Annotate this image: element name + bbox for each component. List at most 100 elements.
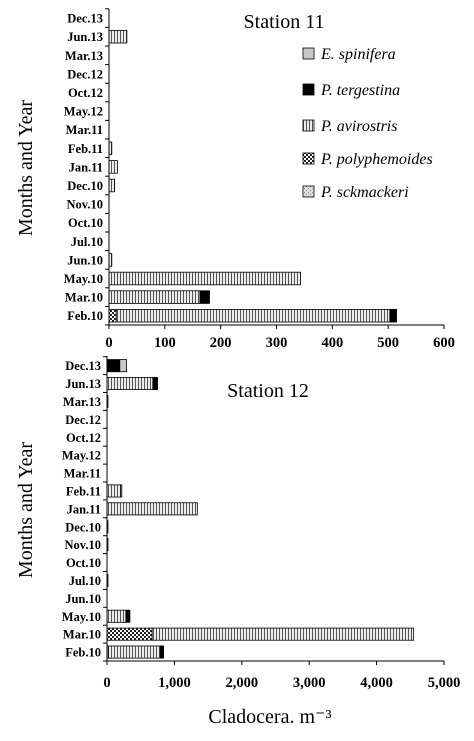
legend-label-e-spinifera: E. spinifera [320, 46, 396, 63]
bars [108, 29, 397, 323]
y-tick-label-jun-13: Jun.13 [67, 30, 103, 44]
x-tick-label-5-000: 5,000 [428, 675, 461, 691]
y-tick-label-dec-13: Dec.13 [67, 12, 103, 26]
bar-mar-10-p-polyphemoides [106, 627, 153, 641]
y-tick-label-feb-10: Feb.10 [65, 646, 101, 660]
y-tick-label-mar-10: Mar.10 [63, 628, 101, 642]
x-tick-label-500: 500 [377, 335, 399, 351]
y-tick-label-oct-12: Oct.12 [66, 431, 101, 445]
y-tick-label-dec-10: Dec.10 [65, 520, 101, 534]
bars [106, 359, 415, 659]
y-tick-label-mar-13: Mar.13 [63, 395, 101, 409]
bar-jan-11-p-avirostris [106, 502, 198, 516]
legend: E. spinifera P. tergestina P. avirostris… [302, 46, 433, 201]
chart-station-11: Months and Year Station 11 Feb.10 Mar.10 M… [15, 8, 455, 351]
bar-dec-10-p-avirostris [108, 178, 115, 193]
y-tick-label-oct-10: Oct.10 [66, 556, 101, 570]
bar-mar-10-p-avirostris [108, 290, 201, 304]
bar-feb-10-p-polyphemoides [108, 308, 117, 323]
axes [103, 356, 445, 665]
y-tick-label-feb-10: Feb.10 [67, 309, 103, 323]
x-axis-label: Cladocera. m⁻³ [208, 706, 331, 728]
y-tick-label-jul-10: Jul.10 [71, 235, 103, 249]
y-tick-label-feb-11: Feb.11 [66, 484, 101, 498]
y-axis-label: Months and Year [15, 442, 37, 578]
bar-jun-13-p-avirostris [108, 29, 128, 44]
legend-swatch-p-avirostris [302, 119, 315, 132]
y-tick-label-nov-10: Nov.10 [65, 538, 101, 552]
y-tick-label-mar-10: Mar.10 [65, 291, 103, 305]
bar-jun-13-p-tergestina [152, 377, 158, 391]
bar-feb-10-p-tergestina [159, 645, 165, 659]
bar-feb-10-p-avirostris [115, 308, 391, 323]
chart-station-12: Months and Year Station 12 Feb.10 Mar.10 M… [15, 356, 460, 728]
bar-jan-11-p-avirostris [108, 160, 118, 174]
y-tick-label-may-10: May.10 [62, 610, 101, 624]
y-tick-label-jan-11: Jan.11 [67, 502, 101, 516]
y-tick-label-may-10: May.10 [64, 272, 103, 286]
y-tick-label-jan-11: Jan.11 [69, 160, 103, 174]
y-axis-label: Months and Year [15, 100, 37, 236]
y-tick-labels: Feb.10 Mar.10 May.10 Jun.10 Jul.10 Oct.10 Nov.… [62, 359, 101, 659]
axes [105, 8, 445, 329]
bar-jun-13-p-avirostris [106, 377, 154, 391]
y-tick-label-dec-10: Dec.10 [67, 179, 103, 193]
y-tick-label-dec-12: Dec.12 [67, 67, 103, 81]
x-tick-label-2-000: 2,000 [225, 675, 258, 691]
y-tick-label-dec-13: Dec.13 [65, 359, 101, 373]
y-tick-label-may-12: May.12 [62, 449, 101, 463]
x-tick-labels: 0 100 200 300 400 500 600 [105, 335, 455, 351]
bar-feb-11-e-spinifera [120, 484, 123, 498]
y-tick-label-jul-10: Jul.10 [69, 574, 101, 588]
legend-label-p-avirostris: P. avirostris [320, 118, 397, 135]
y-tick-label-mar-11: Mar.11 [64, 467, 101, 481]
legend-item-e-spinifera: E. spinifera [302, 46, 396, 63]
legend-item-p-polyphemoides: P. polyphemoides [302, 151, 433, 168]
x-tick-label-0: 0 [103, 675, 110, 691]
y-tick-label-jun-10: Jun.10 [65, 592, 101, 606]
x-tick-label-3-000: 3,000 [293, 675, 326, 691]
legend-item-p-sckmackeri: P. sckmackeri [302, 184, 409, 201]
y-tick-label-nov-10: Nov.10 [67, 198, 103, 212]
y-tick-label-may-12: May.12 [64, 105, 103, 119]
x-tick-label-300: 300 [266, 335, 288, 351]
legend-swatch-p-tergestina [302, 83, 315, 96]
bar-feb-10-p-avirostris [107, 645, 161, 659]
x-tick-label-4-000: 4,000 [360, 675, 393, 691]
x-tick-label-600: 600 [433, 335, 455, 351]
y-tick-label-oct-12: Oct.12 [68, 86, 103, 100]
legend-swatch-p-sckmackeri [302, 185, 315, 198]
y-tick-label-dec-12: Dec.12 [65, 413, 101, 427]
bar-may-10-p-tergestina [125, 609, 131, 623]
bar-mar-10-p-tergestina [199, 290, 210, 304]
bar-may-10-p-avirostris [106, 609, 127, 623]
legend-item-p-avirostris: P. avirostris [302, 118, 397, 135]
chart-title: Station 12 [227, 380, 309, 402]
legend-item-p-tergestina: P. tergestina [302, 82, 400, 99]
y-tick-label-mar-11: Mar.11 [66, 123, 103, 137]
x-tick-label-0: 0 [105, 335, 112, 351]
x-tick-label-400: 400 [321, 335, 343, 351]
bar-may-10-p-avirostris [108, 271, 301, 286]
bar-feb-11-p-avirostris [106, 484, 121, 498]
y-tick-label-jun-13: Jun.13 [65, 377, 101, 391]
legend-swatch-p-polyphemoides [302, 152, 315, 165]
x-tick-labels: 0 1,000 2,000 3,000 4,000 5,000 [103, 675, 460, 691]
x-tick-label-100: 100 [154, 335, 176, 351]
y-tick-label-jun-10: Jun.10 [67, 253, 103, 267]
bar-feb-10-p-tergestina [389, 308, 397, 323]
bar-dec-13-p-tergestina [106, 359, 121, 373]
y-tick-label-mar-13: Mar.13 [65, 49, 103, 63]
y-tick-label-oct-10: Oct.10 [68, 216, 103, 230]
y-tick-labels: Feb.10 Mar.10 May.10 Jun.10 Jul.10 Oct.10 Nov.… [64, 12, 103, 324]
chart-title: Station 11 [244, 11, 325, 33]
x-tick-label-1-000: 1,000 [158, 675, 191, 691]
bar-mar-10-p-avirostris [151, 627, 415, 641]
x-tick-label-200: 200 [210, 335, 232, 351]
legend-label-p-sckmackeri: P. sckmackeri [320, 184, 409, 201]
bar-dec-13-e-spinifera [119, 359, 127, 373]
legend-label-p-polyphemoides: P. polyphemoides [320, 151, 433, 168]
y-tick-label-feb-11: Feb.11 [68, 142, 103, 156]
legend-swatch-e-spinifera [302, 47, 315, 60]
